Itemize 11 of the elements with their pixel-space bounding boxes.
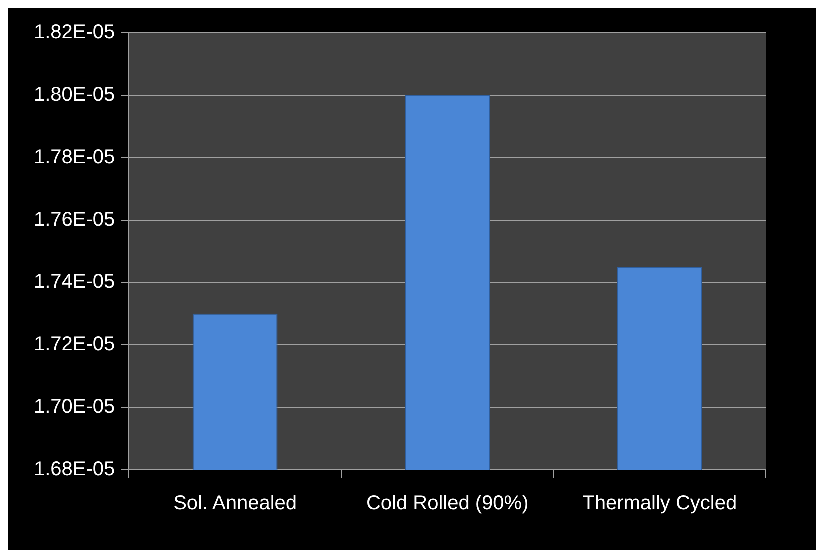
y-tick-label: 1.78E-05 xyxy=(34,146,116,168)
x-tick-label: Sol. Annealed xyxy=(174,492,298,515)
y-tick-label: 1.68E-05 xyxy=(34,458,116,481)
y-tick-label: 1.80E-05 xyxy=(34,84,116,106)
y-tick-label: 1.74E-05 xyxy=(34,271,116,294)
x-tick-label: Cold Rolled (90%) xyxy=(366,492,529,515)
y-tick-label: 1.82E-05 xyxy=(34,22,116,44)
y-tick-label: 1.70E-05 xyxy=(34,396,116,418)
y-tick-label: 1.76E-05 xyxy=(34,208,116,231)
x-tick-label: Thermally Cycled xyxy=(582,492,738,515)
y-tick-label: 1.72E-05 xyxy=(34,334,116,356)
